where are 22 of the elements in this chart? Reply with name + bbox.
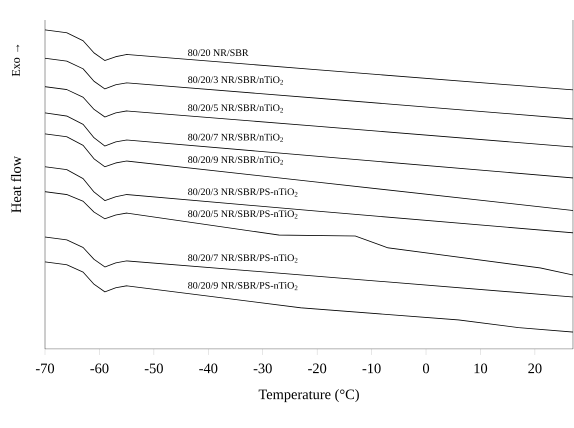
series-label: 80/20/7 NR/SBR/nTiO$_{2}$ xyxy=(188,134,283,142)
series-label: 80/20/3 NR/SBR/nTiO$_{2}$ xyxy=(188,76,283,84)
x-tick-label: 20 xyxy=(528,364,542,374)
x-tick-label: -10 xyxy=(362,364,381,374)
x-tick-label: 10 xyxy=(474,364,488,374)
series-label: 80/20/9 NR/SBR/nTiO$_{2}$ xyxy=(188,156,283,164)
x-tick-label: -50 xyxy=(144,364,163,374)
x-tick-label: -20 xyxy=(308,364,326,374)
y-axis-title: Heat flow xyxy=(10,156,22,213)
text: Exo → xyxy=(12,44,20,76)
x-tick-label: -60 xyxy=(90,364,108,374)
series-label: 80/20/5 NR/SBR/nTiO$_{2}$ xyxy=(188,104,283,113)
series-label: 80/20/7 NR/SBR/PS-nTiO$_{2}$ xyxy=(188,254,298,263)
x-tick-label: -40 xyxy=(199,364,218,374)
series-label: 80/20/3 NR/SBR/PS-nTiO$_{2}$ xyxy=(188,188,298,197)
series-label: 80/20 NR/SBR xyxy=(188,49,249,56)
x-tick-label: -30 xyxy=(254,364,272,374)
x-tick-label: -70 xyxy=(36,364,54,374)
series-label: 80/20/5 NR/SBR/PS-nTiO$_{2}$ xyxy=(188,210,298,218)
series-label: 80/20/9 NR/SBR/PS-nTiO$_{2}$ xyxy=(188,282,298,290)
x-axis-title: Temperature (°C) xyxy=(258,389,359,402)
x-tick-label: 0 xyxy=(422,364,430,374)
